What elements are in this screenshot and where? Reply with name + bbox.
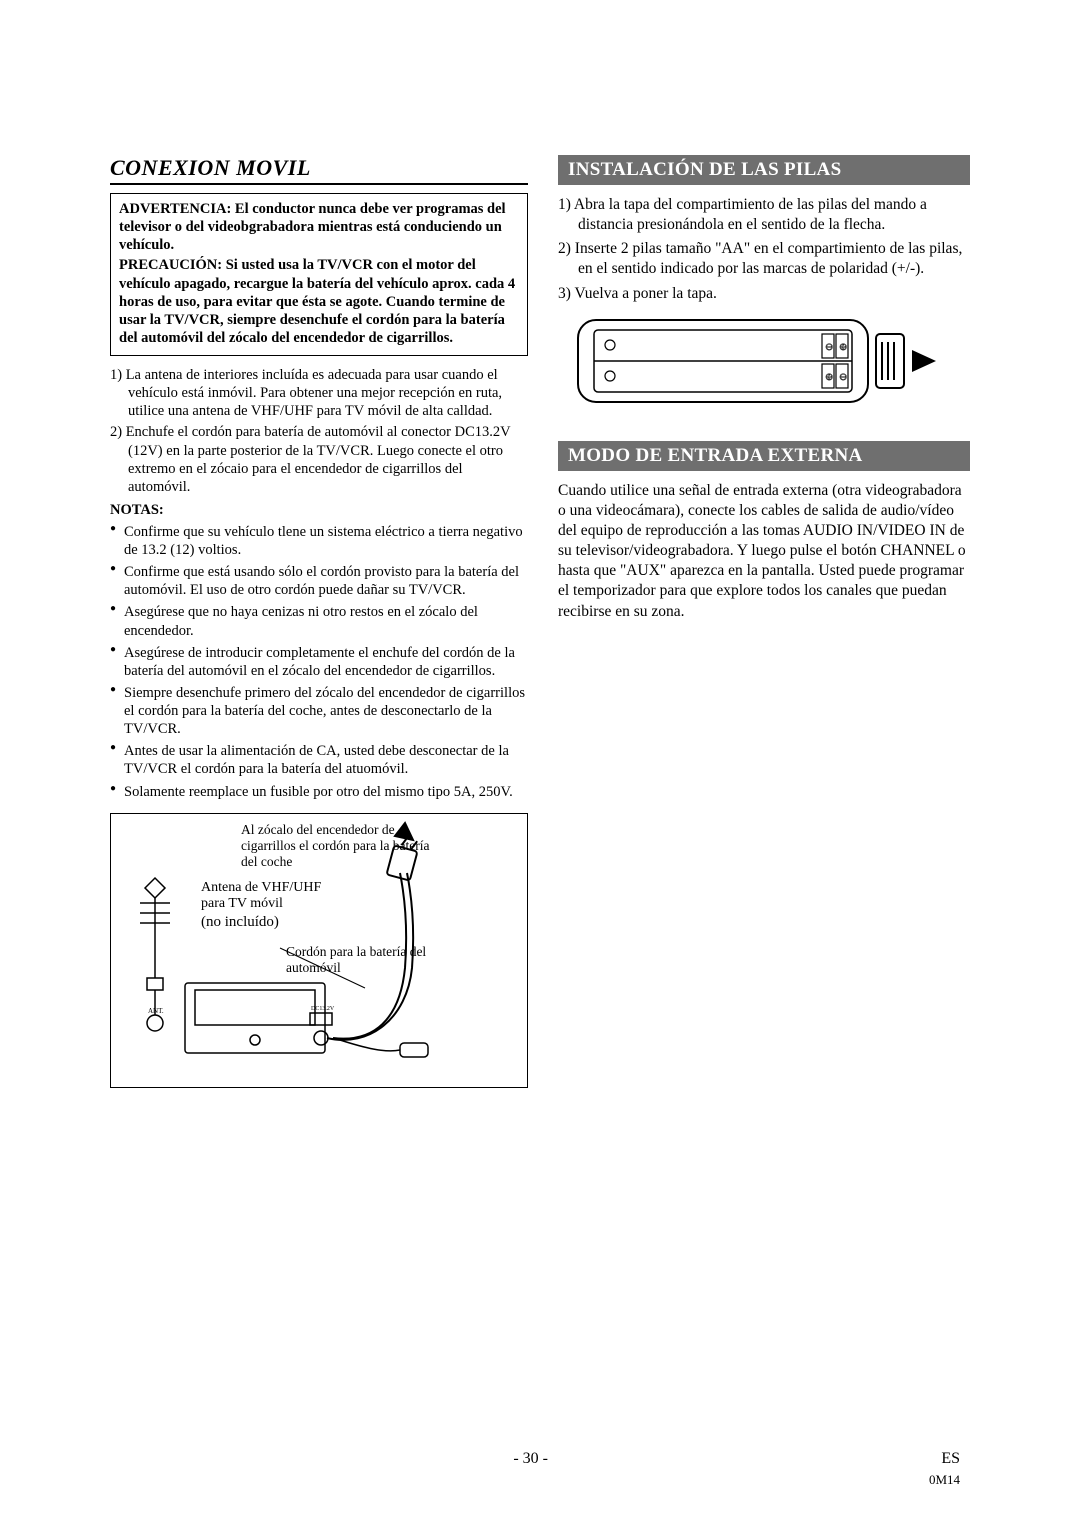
bullet-item: Asegúrese de introducir completamente el… (110, 644, 528, 680)
lang-code: ES (941, 1450, 960, 1468)
battery-diagram-svg: ⊖ ⊕ ⊕ ⊖ (576, 318, 956, 408)
right-column: INSTALACIÓN DE LAS PILAS 1) Abra la tapa… (558, 155, 970, 1088)
install-step: 1) Abra la tapa del compartimiento de la… (558, 195, 970, 235)
precaucion-label: PRECAUCIÓN: (119, 257, 222, 273)
bullet-item: Confirme que su vehículo tlene un sistem… (110, 523, 528, 559)
entrada-externa-title: MODO DE ENTRADA EXTERNA (558, 441, 970, 471)
svg-text:⊕: ⊕ (825, 372, 833, 383)
bullet-item: Confirme que está usando sólo el cordón … (110, 563, 528, 599)
doc-code: 0M14 (929, 1472, 1080, 1488)
advertencia-label: ADVERTENCIA: (119, 201, 231, 217)
connection-diagram-svg: ANT. DC13.2V (115, 818, 515, 1078)
notas-label: NOTAS: (110, 502, 528, 519)
install-step: 3) Vuelva a poner la tapa. (558, 284, 970, 304)
bullet-item: Antes de usar la alimentación de CA, ust… (110, 742, 528, 778)
page-footer: - 30 - ES 0M14 (0, 1450, 1080, 1468)
entrada-externa-text: Cuando utilice una señal de entrada exte… (558, 481, 970, 622)
bullet-list: Confirme que su vehículo tlene un sistem… (110, 523, 528, 801)
install-steps: 1) Abra la tapa del compartimiento de la… (558, 195, 970, 304)
page-number: - 30 - (513, 1450, 548, 1468)
dc-label: DC13.2V (311, 1006, 335, 1012)
connection-diagram: Al zócalo del encendedor de cigarrillos … (110, 813, 528, 1088)
battery-diagram: ⊖ ⊕ ⊕ ⊖ (576, 318, 970, 413)
ant-label: ANT. (148, 1007, 164, 1015)
numlist-item: 1) La antena de interiores incluída es a… (110, 366, 528, 420)
svg-text:⊕: ⊕ (839, 342, 847, 353)
install-step: 2) Inserte 2 pilas tamaño "AA" en el com… (558, 239, 970, 279)
numlist-item: 2) Enchufe el cordón para batería de aut… (110, 423, 528, 496)
svg-text:⊖: ⊖ (839, 372, 847, 383)
warning-box: ADVERTENCIA: El conductor nunca debe ver… (110, 193, 528, 356)
bullet-item: Siempre desenchufe primero del zócalo de… (110, 684, 528, 738)
conexion-movil-title: CONEXION MOVIL (110, 155, 528, 185)
svg-text:⊖: ⊖ (825, 342, 833, 353)
bullet-item: Solamente reemplace un fusible por otro … (110, 783, 528, 801)
numbered-list: 1) La antena de interiores incluída es a… (110, 366, 528, 496)
left-column: CONEXION MOVIL ADVERTENCIA: El conductor… (110, 155, 528, 1088)
bullet-item: Asegúrese que no haya cenizas ni otro re… (110, 603, 528, 639)
instalacion-pilas-title: INSTALACIÓN DE LAS PILAS (558, 155, 970, 185)
